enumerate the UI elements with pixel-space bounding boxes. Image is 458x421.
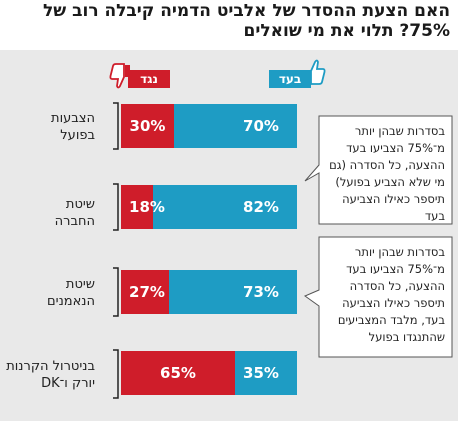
bar-against-2 xyxy=(121,185,153,229)
note-2-text: בסדרות שבהן יותר מ־75% הצביעו בעד ההצעה,… xyxy=(337,245,445,344)
row-label-1: הצבעות בפועל xyxy=(3,110,95,144)
row-label-2-line-2: החברה xyxy=(54,214,95,229)
bar-against-3 xyxy=(121,270,169,314)
row-label-3: שיטת הנאמנים xyxy=(3,276,95,310)
row-label-2-line-1: שיטת xyxy=(65,197,95,212)
bar-for-label-1: 70% xyxy=(243,117,279,135)
thumbs-down-icon xyxy=(109,63,130,89)
bar-against-label-1: 30% xyxy=(129,117,166,135)
row-bracket-1 xyxy=(113,102,119,150)
bar-for-3 xyxy=(169,270,297,314)
row-label-2: שיטת החברה xyxy=(3,196,95,230)
bar-for-label-3: 73% xyxy=(243,283,279,301)
note-2-callout xyxy=(303,236,453,358)
row-label-3-line-2: הנאמנים xyxy=(47,294,95,309)
bar-for-4 xyxy=(235,351,297,395)
row-label-4: בניטרול הקרנות יורק ו־DK xyxy=(3,358,95,392)
row-bracket-2 xyxy=(113,183,119,231)
legend-against: נגד xyxy=(128,70,170,88)
bar-for-label-4: 35% xyxy=(243,364,279,382)
note-2: בסדרות שבהן יותר מ־75% הצביעו בעד ההצעה,… xyxy=(303,236,453,358)
legend-for: בעד xyxy=(269,70,311,88)
row-label-1-line-1: הצבעות xyxy=(51,111,95,126)
note-1-callout xyxy=(304,115,453,225)
note-1-text: בסדרות שבהן יותר מ־75% הצביעו בעד ההצעה,… xyxy=(329,124,445,223)
bar-for-label-2: 82% xyxy=(243,198,279,216)
row-bracket-3 xyxy=(113,267,119,317)
row-label-3-line-1: שיטת xyxy=(65,277,95,292)
bar-for-2 xyxy=(153,185,297,229)
bar-against-1 xyxy=(121,104,174,148)
row-label-1-line-2: בפועל xyxy=(60,128,95,143)
bar-against-label-4: 65% xyxy=(160,364,196,382)
thumbs-up-icon xyxy=(305,59,326,85)
chart-title-line-1: האם הצעת ההסדר של אלביט הדמיה קיבלה רוב … xyxy=(43,1,450,21)
row-bracket-4 xyxy=(113,349,119,399)
row-label-4-line-1: בניטרול הקרנות xyxy=(6,359,95,374)
row-label-4-line-2: יורק ו־DK xyxy=(41,376,95,391)
bar-against-4 xyxy=(121,351,235,395)
bar-for-1 xyxy=(174,104,297,148)
note-1: בסדרות שבהן יותר מ־75% הצביעו בעד ההצעה,… xyxy=(304,115,453,225)
bar-against-label-2: 18% xyxy=(129,198,165,216)
bar-against-label-3: 27% xyxy=(129,283,165,301)
chart-title-line-2: 75%? תלוי את מי שואלים xyxy=(243,21,450,41)
